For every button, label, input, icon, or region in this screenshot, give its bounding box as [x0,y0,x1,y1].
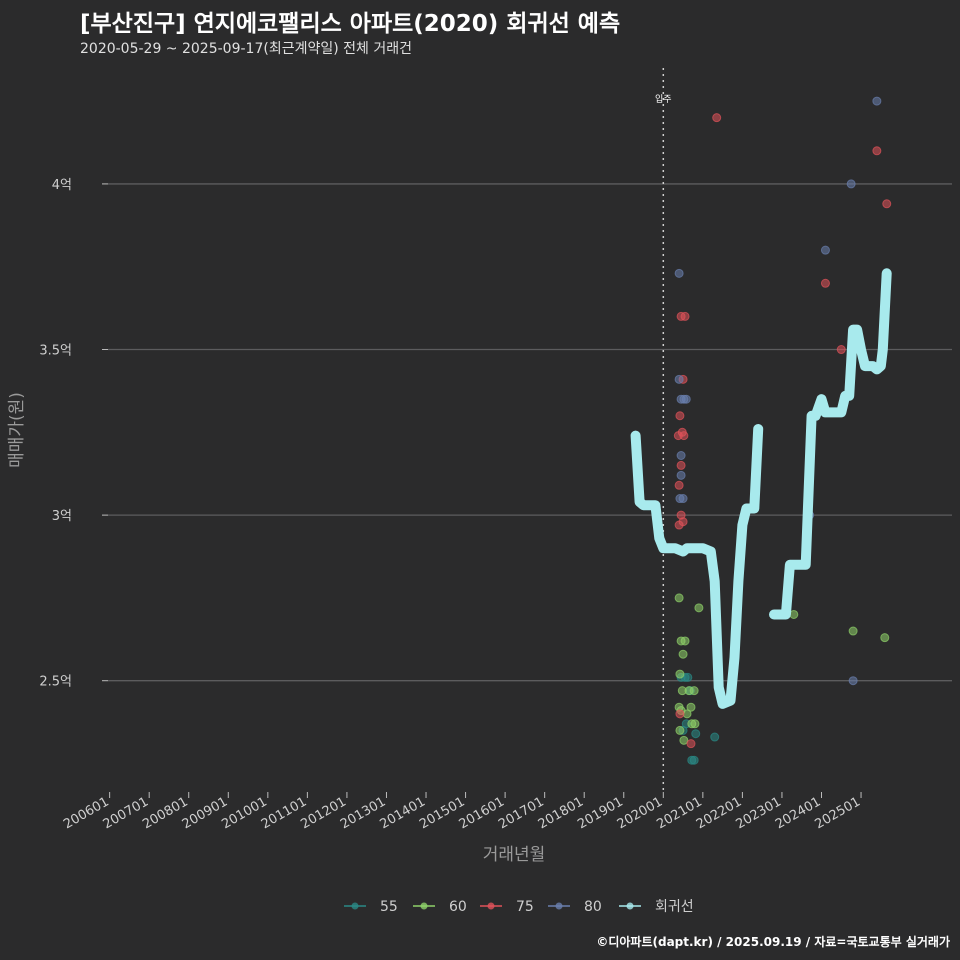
point-80 [846,179,856,189]
point-80 [676,450,686,460]
point-55 [691,729,701,739]
point-80 [681,394,691,404]
point-75 [676,460,686,470]
y-tick-label: 2.5억 [39,675,72,690]
legend-label-75: 75 [516,899,534,915]
point-75 [675,411,685,421]
source-caption: ©디아파트(dapt.kr) / 2025.09.19 / 자료=국토교통부 실… [596,935,950,949]
legend-label-60: 60 [449,899,467,915]
regression-line [630,268,892,709]
gridlines [108,183,952,682]
point-75 [836,345,846,355]
scatter-points [673,96,892,765]
point-75 [678,517,688,527]
regression-segment [630,424,764,709]
point-60 [675,669,685,679]
regression-segment [769,268,892,620]
point-75 [674,480,684,490]
legend: 55 60 75 80 회귀선 [344,899,694,915]
point-55 [683,672,693,682]
point-80 [674,268,684,278]
y-tick-label: 3억 [52,509,72,524]
x-tick-label: 202501 [813,794,863,832]
point-80 [674,374,684,384]
point-60 [689,686,699,696]
x-axis-ticks: 2006012007012008012009012010012011012012… [61,792,863,832]
move-in-label: 입주 [655,93,672,105]
point-60 [848,626,858,636]
point-80 [848,676,858,686]
legend-key-dot-회귀선 [626,902,634,910]
x-axis-title: 거래년월 [483,845,546,865]
point-60 [680,636,690,646]
legend-label-55: 55 [380,899,398,915]
legend-label-80: 80 [584,899,602,915]
legend-key-dot-55 [351,902,359,910]
move-in-annotation: 입주 [655,68,672,790]
point-60 [694,603,704,613]
legend-key-dot-75 [487,902,495,910]
point-80 [678,494,688,504]
point-75 [820,278,830,288]
chart-title: [부산진구] 연지에코팰리스 아파트(2020) 회귀선 예측 [80,11,621,37]
point-75 [712,113,722,123]
point-60 [675,725,685,735]
chart-subtitle: 2020-05-29 ~ 2025-09-17(최근계약일) 전체 거래건 [80,41,412,57]
y-axis-title: 매매가(원) [7,392,27,468]
point-55 [710,732,720,742]
point-80 [820,245,830,255]
point-60 [678,649,688,659]
point-60 [686,702,696,712]
legend-key-dot-60 [420,902,428,910]
point-75 [680,311,690,321]
point-75 [686,739,696,749]
point-55 [689,755,699,765]
point-80 [676,470,686,480]
point-60 [679,735,689,745]
point-75 [673,431,683,441]
point-60 [674,593,684,603]
y-axis-ticks: 2.5억 3억 3.5억 4억 [39,178,108,690]
point-75 [882,199,892,209]
point-60 [690,719,700,729]
y-tick-label: 3.5억 [39,344,72,359]
point-80 [872,96,882,106]
legend-label-회귀선: 회귀선 [655,899,694,915]
legend-key-dot-80 [555,902,563,910]
y-tick-label: 4억 [52,178,72,193]
point-75 [675,709,685,719]
point-75 [872,146,882,156]
point-60 [880,633,890,643]
